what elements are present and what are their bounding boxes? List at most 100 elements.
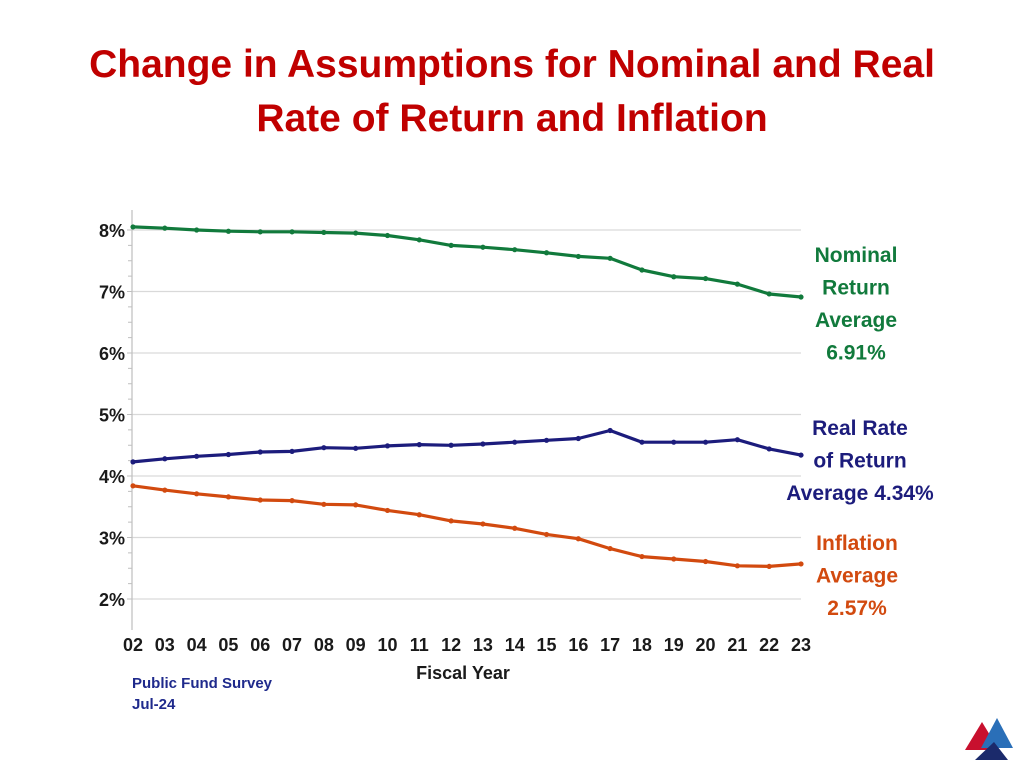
series-label-nominal: Nominal Return Average 6.91% [815,244,898,365]
series-label-line: 6.91% [826,342,886,365]
data-point-nominal [702,275,709,282]
data-point-real [480,441,486,447]
series-label-line: Real Rate [812,417,908,440]
data-point-inflation [289,498,295,504]
data-point-inflation [512,525,518,531]
series-label-line: of Return [813,450,906,473]
data-point-inflation [321,501,327,507]
series-line-real [132,428,802,464]
data-point-nominal [289,229,295,235]
data-point-nominal [448,242,454,248]
x-tick-label: 06 [250,635,270,655]
gridlines [127,229,801,600]
data-point-real [448,442,454,448]
x-tick-label: 15 [537,635,557,655]
data-point-nominal [225,228,232,234]
series-line-nominal [132,225,802,299]
data-point-real [225,451,232,458]
data-point-nominal [130,224,136,230]
triangle-logo-icon [965,718,1013,760]
x-tick-label: 04 [187,635,207,655]
series-label-inflation: Inflation Average 2.57% [816,532,898,620]
x-tick-label: 11 [410,635,429,655]
data-point-nominal [575,253,581,260]
data-point-inflation [384,507,391,514]
data-point-inflation [734,563,740,569]
data-point-real [289,448,295,454]
data-point-real [353,445,359,451]
series-label-line: Inflation [816,532,898,555]
series-label-line: Average [816,565,898,588]
data-point-inflation [130,483,136,489]
x-tick-label: 09 [346,635,366,655]
data-point-real [194,453,200,459]
x-axis-ticks: 02 03 04 05 06 07 08 09 10 11 12 13 14 15 16 17 18 19 20 21… [123,635,811,655]
data-point-nominal [766,291,772,297]
x-tick-label: 16 [568,635,588,655]
y-tick-label: 3% [99,529,125,549]
x-tick-label: 07 [282,635,302,655]
title-line-1: Change in Assumptions for Nominal and Re… [89,43,935,86]
series-lines [130,224,804,570]
data-point-nominal [384,232,391,239]
data-point-inflation [639,553,645,560]
data-point-real [321,445,327,451]
data-point-nominal [480,244,486,250]
x-tick-label: 20 [696,635,716,655]
data-point-real [512,439,518,445]
data-point-nominal [639,267,645,273]
y-tick-label: 8% [99,221,125,241]
series-label-line: 2.57% [827,597,887,620]
y-tick-label: 5% [99,406,125,426]
data-point-nominal [257,229,263,235]
series-label-line: Return [822,277,890,300]
series-nominal [130,224,804,300]
series-real [130,427,804,465]
data-point-real [766,446,772,452]
data-point-inflation [448,518,454,524]
data-point-nominal [543,250,550,256]
series-inflation [130,483,804,570]
data-point-real [639,439,645,445]
x-axis-title: Fiscal Year [416,663,510,683]
x-tick-label: 19 [664,635,684,655]
series-label-line: Nominal [815,244,898,267]
data-point-inflation [257,497,263,503]
data-point-nominal [194,227,200,233]
data-point-nominal [162,225,168,231]
y-tick-label: 4% [99,467,125,487]
x-tick-label: 14 [505,635,525,655]
data-point-nominal [416,237,422,243]
series-label-real: Real Rate of Return Average 4.34% [786,417,934,505]
source-date: Jul-24 [132,696,176,713]
data-point-real [543,437,550,443]
data-point-nominal [321,229,327,236]
data-point-inflation [798,561,804,567]
x-tick-label: 18 [632,635,652,655]
data-point-inflation [416,512,422,518]
x-tick-label: 21 [727,635,747,655]
series-label-line: Average [815,309,897,332]
data-point-inflation [766,563,772,570]
data-point-inflation [607,545,613,552]
data-point-nominal [671,274,677,280]
series-label-line: Average 4.34% [786,482,934,505]
data-point-real [702,439,709,445]
data-point-real [798,452,804,458]
data-point-inflation [480,521,486,527]
data-point-inflation [194,491,200,497]
data-point-inflation [575,536,581,542]
data-point-real [416,442,422,448]
data-point-real [162,456,168,462]
data-point-nominal [353,230,359,236]
data-point-real [257,449,263,455]
title-line-2: Rate of Return and Inflation [256,97,768,140]
slide-title: Change in Assumptions for Nominal and Re… [40,38,984,146]
data-point-nominal [512,247,518,253]
data-point-inflation [353,502,359,508]
x-tick-label: 13 [473,635,493,655]
x-tick-label: 10 [377,635,397,655]
data-point-real [130,459,136,465]
data-point-inflation [225,494,232,500]
